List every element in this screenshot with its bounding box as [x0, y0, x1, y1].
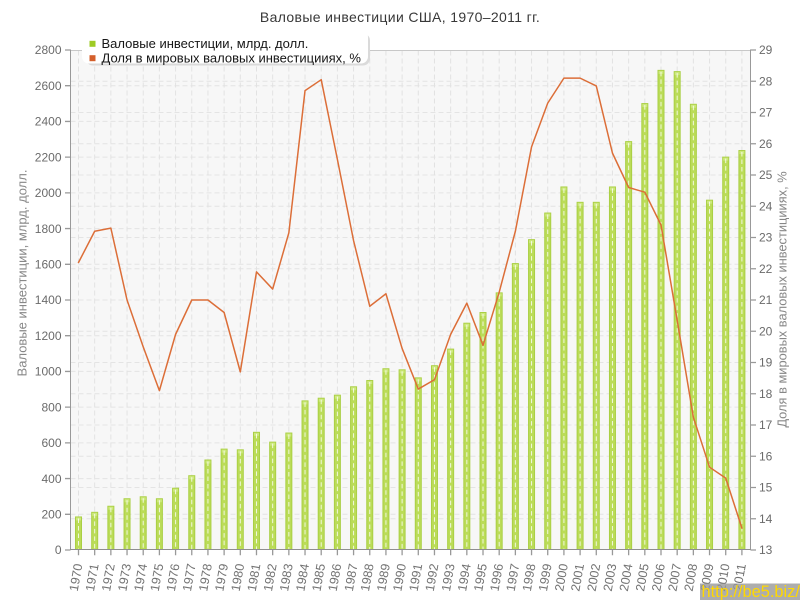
svg-text:2400: 2400: [35, 115, 62, 129]
svg-text:17: 17: [759, 418, 773, 432]
svg-text:1000: 1000: [35, 365, 62, 379]
svg-text:27: 27: [759, 106, 773, 120]
svg-text:2200: 2200: [35, 150, 62, 164]
svg-text:800: 800: [41, 400, 61, 414]
svg-text:22: 22: [759, 262, 773, 276]
svg-text:600: 600: [41, 436, 61, 450]
svg-text:2600: 2600: [35, 79, 62, 93]
svg-text:28: 28: [759, 74, 773, 88]
svg-text:20: 20: [759, 324, 773, 338]
svg-text:19: 19: [759, 356, 773, 370]
svg-text:26: 26: [759, 137, 773, 151]
svg-text:Валовые инвестиции, млрд. долл: Валовые инвестиции, млрд. долл.: [15, 170, 30, 377]
svg-text:200: 200: [41, 507, 61, 521]
svg-text:21: 21: [759, 293, 773, 307]
svg-text:2800: 2800: [35, 43, 62, 57]
svg-text:Валовые инвестиции США, 1970–2: Валовые инвестиции США, 1970–2011 гг.: [260, 9, 540, 25]
svg-text:13: 13: [759, 543, 773, 557]
svg-text:16: 16: [759, 449, 773, 463]
svg-text:1600: 1600: [35, 257, 62, 271]
svg-text:23: 23: [759, 231, 773, 245]
svg-text:Валовые инвестиции, млрд. долл: Валовые инвестиции, млрд. долл.: [102, 36, 309, 51]
svg-text:1200: 1200: [35, 329, 62, 343]
svg-text:1800: 1800: [35, 222, 62, 236]
svg-text:0: 0: [55, 543, 62, 557]
svg-text:2000: 2000: [35, 186, 62, 200]
svg-text:15: 15: [759, 481, 773, 495]
svg-text:29: 29: [759, 43, 773, 57]
svg-text:http://be5.biz/: http://be5.biz/: [702, 583, 800, 600]
svg-text:Доля в мировых валовых инвести: Доля в мировых валовых инвестицииях, %: [102, 50, 362, 65]
svg-text:400: 400: [41, 472, 61, 486]
svg-text:24: 24: [759, 199, 773, 213]
svg-text:25: 25: [759, 168, 773, 182]
svg-text:14: 14: [759, 512, 773, 526]
svg-text:Доля в мировых валовых инвести: Доля в мировых валовых инвестицииях, %: [775, 171, 790, 427]
svg-text:1400: 1400: [35, 293, 62, 307]
svg-text:18: 18: [759, 387, 773, 401]
